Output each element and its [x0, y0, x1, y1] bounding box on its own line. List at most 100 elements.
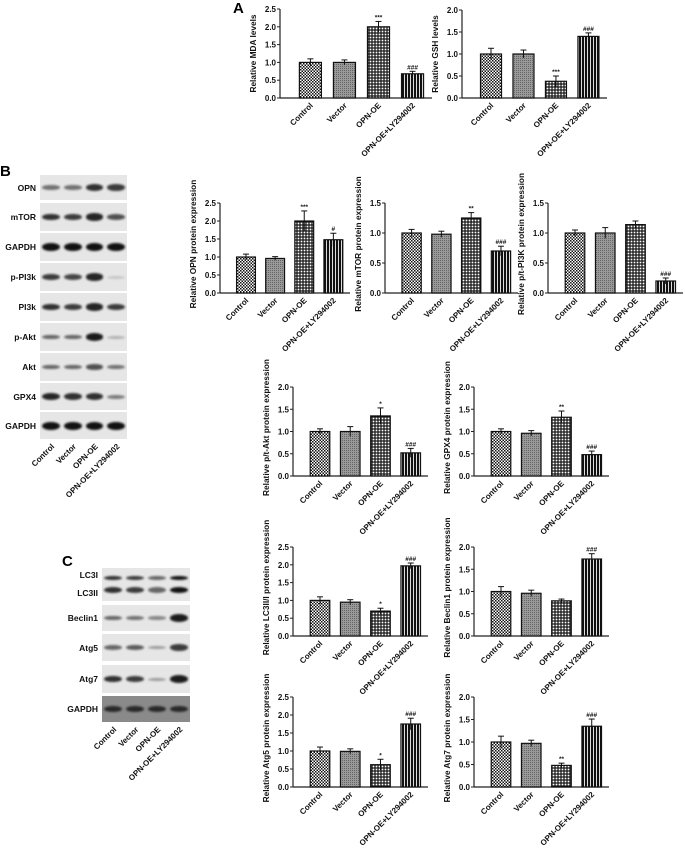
- x-tick-label: OPN-OE: [356, 479, 385, 508]
- blot-band: [85, 364, 104, 370]
- y-tick-label: 1.0: [459, 588, 471, 597]
- bar-opn-oe: [370, 610, 391, 637]
- y-tick-label: 1.5: [370, 199, 382, 208]
- y-tick-label: 0.0: [370, 289, 382, 298]
- blot-band: [148, 587, 166, 594]
- bar-opn-oe: [366, 26, 391, 99]
- bar-control: [309, 599, 331, 637]
- y-tick-label: 0.0: [459, 472, 471, 481]
- x-tick-label: Vector: [586, 296, 610, 320]
- blot-band: [170, 575, 188, 580]
- blot-band: [170, 614, 188, 622]
- significance-label: ###: [586, 547, 597, 554]
- blot-band: [63, 213, 82, 221]
- blot-row-gapdh: [40, 233, 127, 261]
- y-tick-label: 0.0: [205, 289, 217, 298]
- y-tick-label: 0.0: [459, 632, 471, 641]
- blot-band: [42, 243, 60, 251]
- bar-control: [490, 590, 512, 637]
- y-tick-label: 1.5: [459, 565, 471, 574]
- blot-label: p-PI3k: [10, 272, 36, 282]
- blot-label: GAPDH: [67, 704, 98, 714]
- y-tick-label: 1.5: [205, 235, 217, 244]
- blot-band: [63, 243, 82, 251]
- y-tick-label: 0.5: [459, 761, 471, 770]
- bar-vector: [520, 592, 542, 637]
- blot-row-lc3i: [102, 568, 190, 601]
- blot-band: [85, 243, 104, 251]
- y-tick-label: 2.0: [459, 693, 471, 702]
- blot-band: [42, 273, 60, 281]
- bar-opn-oe: [625, 224, 646, 294]
- blot-lane-label: Control: [30, 442, 56, 468]
- y-tick-label: 1.5: [459, 405, 471, 414]
- blot-label: OPN: [17, 182, 36, 193]
- blot-band: [148, 575, 166, 580]
- blot-label: LC3I: [79, 570, 98, 580]
- blot-row-atg7: [102, 665, 190, 693]
- x-tick-label: OPN-OE+LY294002: [358, 479, 416, 537]
- y-tick-label: 2.0: [265, 23, 277, 32]
- significance-label: ***: [375, 14, 383, 21]
- blot-band: [104, 615, 122, 621]
- blot-row-akt: [40, 353, 127, 381]
- x-tick-label: Vector: [504, 101, 528, 125]
- y-tick-label: 1.0: [459, 738, 471, 747]
- bar-opn-oe: [370, 415, 391, 477]
- blot-lane-label: Control: [92, 725, 118, 751]
- significance-label: *: [379, 601, 382, 608]
- x-tick-label: Control: [298, 790, 324, 816]
- x-tick-label: Control: [479, 790, 505, 816]
- significance-label: ###: [405, 556, 416, 563]
- y-tick-label: 0.5: [278, 450, 290, 459]
- x-tick-label: OPN-OE+LY294002: [539, 639, 597, 697]
- bar-opn-oe-ly294002: [400, 565, 422, 637]
- x-tick-label: OPN-OE+LY294002: [535, 101, 593, 159]
- blot-band: [42, 185, 60, 190]
- blot-row-gapdh: [40, 412, 127, 439]
- blot-band: [63, 185, 82, 190]
- panel-label-b: B: [0, 163, 11, 180]
- y-tick-label: 2.5: [205, 199, 217, 208]
- x-tick-label: Control: [298, 639, 324, 665]
- blot-row-gapdh: [102, 696, 190, 722]
- y-tick-label: 0.0: [278, 632, 290, 641]
- blot-row-beclin1: [102, 605, 190, 631]
- bar-opn-oe: [460, 217, 482, 294]
- bar-control: [490, 741, 512, 788]
- blot-band: [63, 364, 82, 370]
- blot-row-gpx4: [40, 383, 127, 410]
- y-tick-label: 2.0: [278, 711, 290, 720]
- blot-band: [170, 675, 188, 683]
- y-tick-label: 1.5: [265, 41, 277, 50]
- bar-control: [401, 232, 422, 294]
- blot-label: LC3II: [77, 588, 98, 598]
- y-tick-label: 0.5: [533, 259, 545, 268]
- bar-vector: [431, 233, 452, 294]
- bar-vector: [339, 430, 361, 477]
- blot-band: [63, 334, 82, 340]
- bar-opn-oe: [294, 220, 315, 294]
- blot-band: [63, 393, 82, 400]
- bar-opn-oe-ly294002: [400, 73, 425, 99]
- blot-band: [63, 274, 82, 280]
- x-tick-label: Vector: [422, 296, 446, 320]
- blot-band: [104, 705, 122, 713]
- y-tick-label: 1.5: [459, 716, 471, 725]
- x-tick-label: OPN-OE+LY294002: [358, 639, 416, 697]
- y-tick-label: 1.5: [533, 199, 545, 208]
- blot-band: [63, 303, 82, 311]
- blot-label: p-Akt: [14, 332, 36, 342]
- significance-label: **: [469, 206, 475, 213]
- blot-label: GAPDH: [5, 242, 36, 252]
- significance-label: **: [559, 756, 565, 763]
- y-axis-label: Relative MDA levels: [248, 14, 258, 92]
- blot-row-p-pi3k: [40, 263, 127, 291]
- x-tick-label: OPN-OE: [611, 296, 640, 325]
- x-tick-label: Vector: [512, 790, 536, 814]
- blot-band: [126, 705, 144, 713]
- bar-vector: [332, 61, 357, 99]
- y-axis-label: Relative mTOR protein expression: [353, 176, 363, 311]
- x-tick-label: OPN-OE: [537, 790, 566, 819]
- y-tick-label: 2.0: [205, 217, 217, 226]
